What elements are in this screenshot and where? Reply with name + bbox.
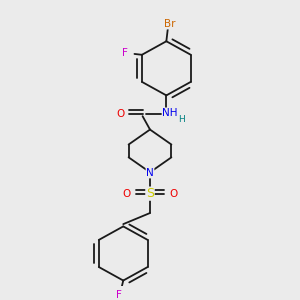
Text: N: N (146, 168, 154, 178)
Text: H: H (178, 115, 185, 124)
Text: O: O (117, 109, 125, 119)
Text: NH: NH (162, 108, 178, 118)
Text: F: F (116, 290, 122, 300)
Text: O: O (170, 189, 178, 199)
Text: Br: Br (164, 19, 175, 29)
Text: S: S (146, 187, 154, 200)
Text: F: F (122, 48, 128, 59)
Text: O: O (122, 189, 130, 199)
